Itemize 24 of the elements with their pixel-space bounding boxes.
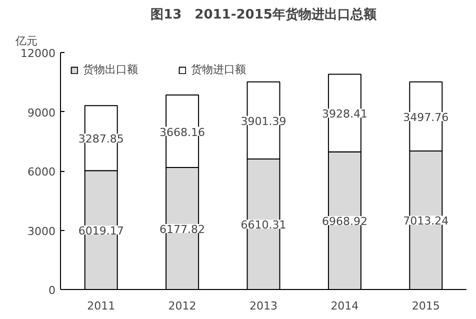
y-tick-label: 6000 [28, 166, 56, 178]
y-tick-label: 12000 [20, 47, 56, 60]
data-label: 3901.39 [240, 114, 286, 128]
data-label: 3928.41 [322, 108, 368, 121]
data-label: 6968.92 [322, 215, 368, 228]
x-tick-label: 2013 [250, 300, 278, 312]
data-label: 3497.76 [403, 110, 449, 124]
y-tick-label: 3000 [28, 224, 56, 238]
y-axis-title: 亿元 [14, 34, 38, 48]
x-tick-label: 2014 [330, 300, 359, 312]
y-tick-label: 9000 [28, 106, 56, 120]
data-label: 7013.24 [403, 214, 449, 228]
data-label: 3668.16 [160, 126, 206, 139]
data-label: 6177.82 [160, 222, 206, 236]
legend-label: 货物进口额 [191, 62, 246, 77]
x-tick-label: 2015 [412, 300, 440, 312]
legend-label: 货物出口额 [83, 62, 138, 77]
chart-title: 图13 2011-2015年货物进出口总额 [150, 6, 378, 22]
x-tick-label: 2012 [168, 300, 196, 312]
data-label: 6019.17 [78, 224, 124, 238]
y-tick-label: 0 [48, 284, 56, 297]
data-label: 3287.85 [78, 132, 124, 146]
x-tick-label: 2011 [87, 300, 116, 312]
data-label: 6610.31 [240, 218, 286, 232]
